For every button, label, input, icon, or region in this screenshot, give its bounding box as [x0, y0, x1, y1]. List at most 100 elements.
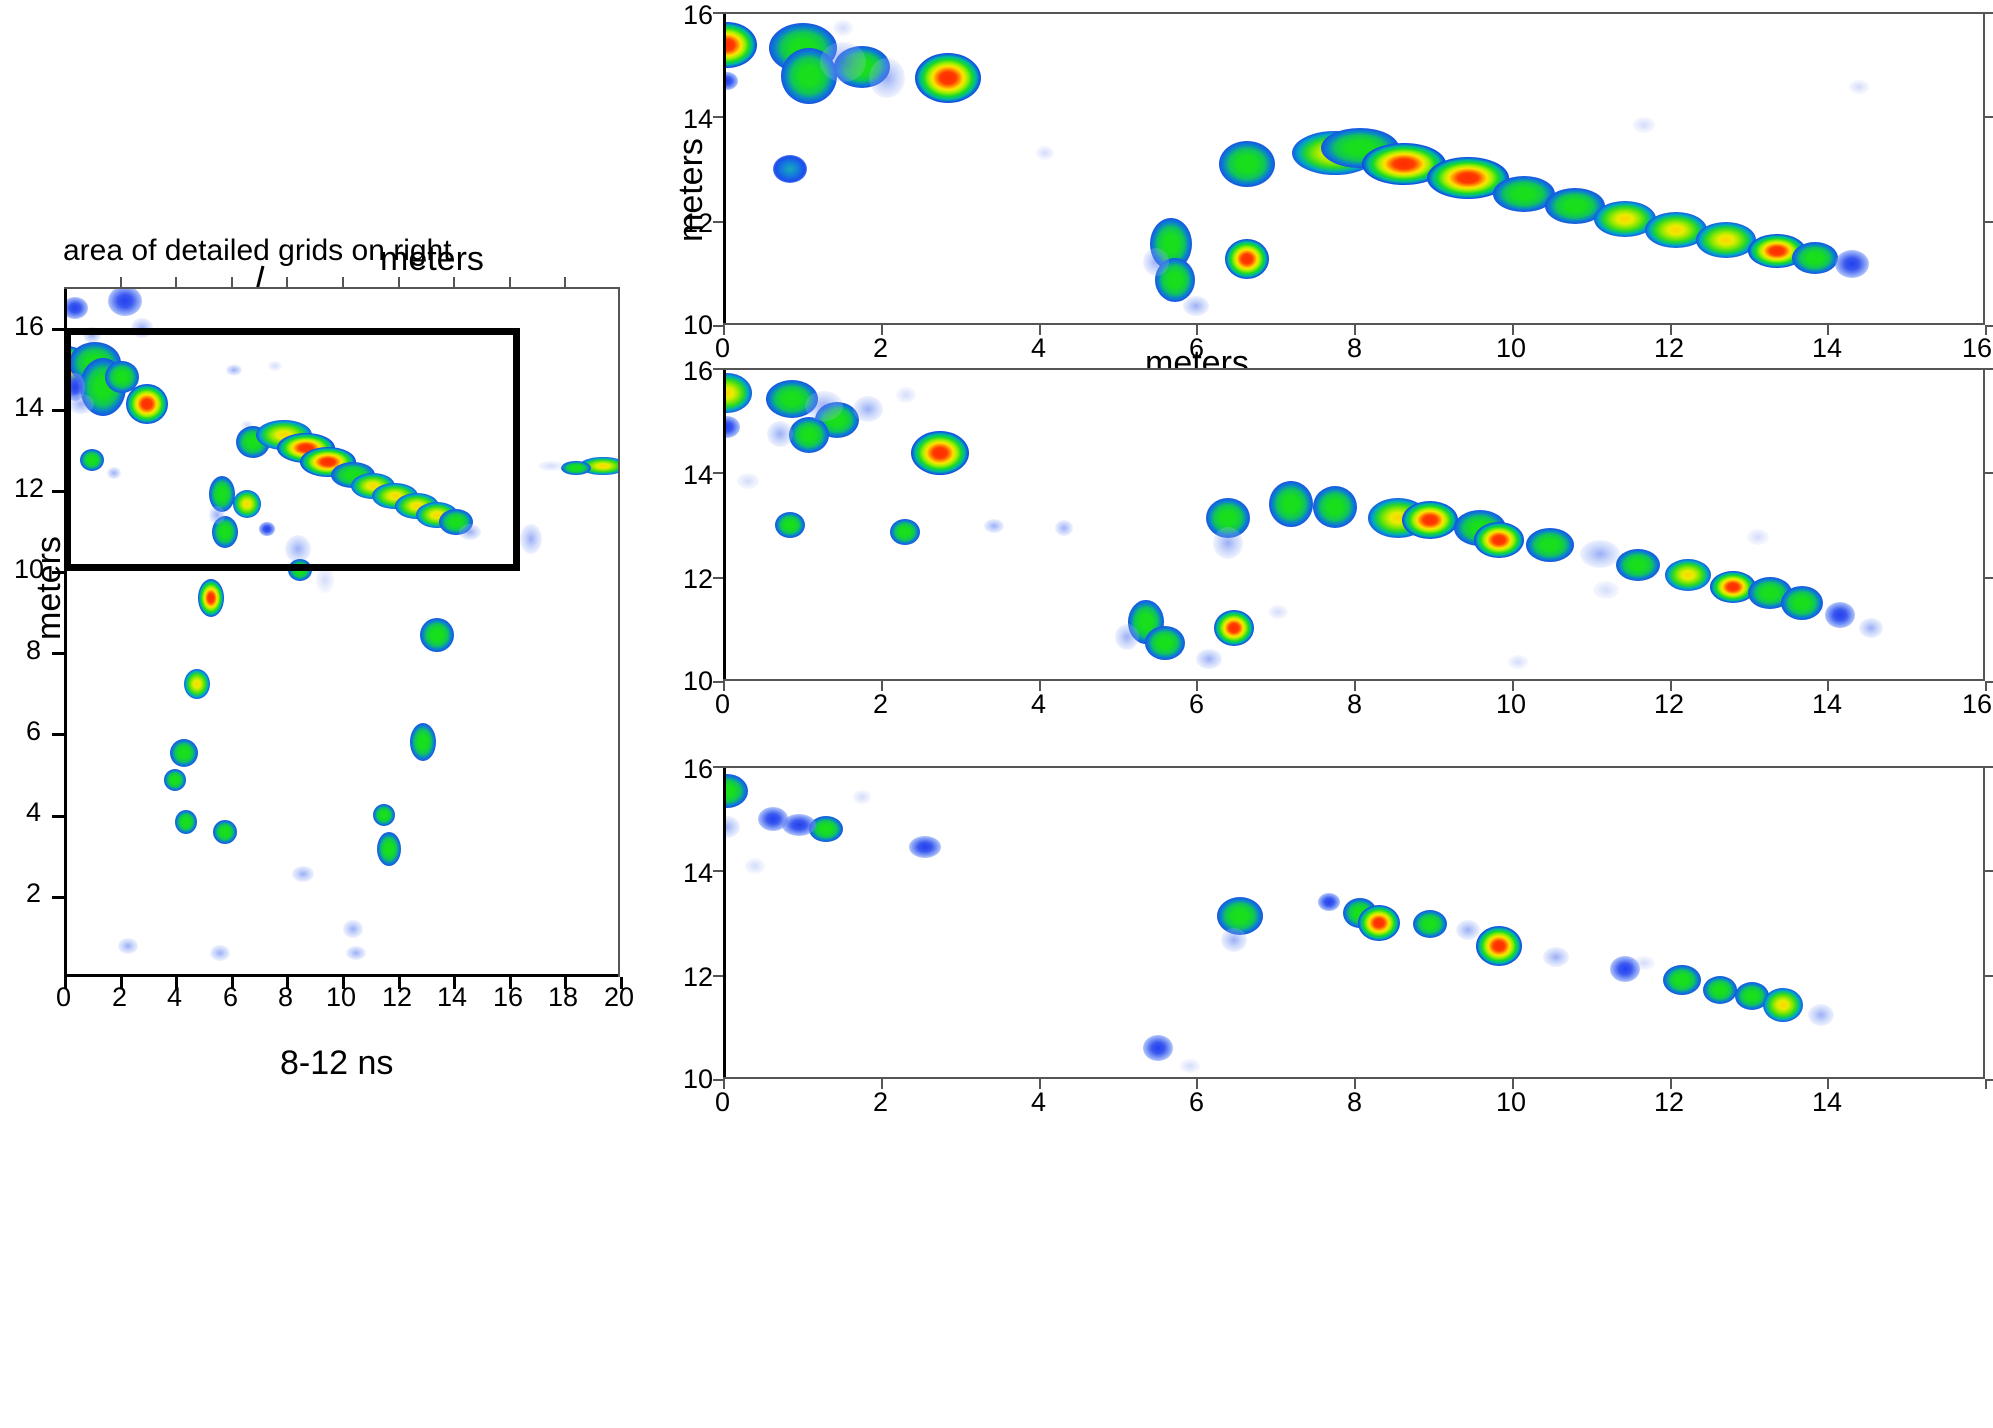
overview-ytick [52, 489, 64, 493]
panel-ytick-migrated [1985, 576, 1993, 579]
panel-amplitude-field-migrated-filtered [723, 766, 1985, 1079]
overview-amplitude-field [64, 287, 620, 977]
panel-y-axis-raw-data [723, 12, 726, 325]
overview-xtick-top [286, 277, 289, 287]
overview-xtick [119, 977, 123, 989]
panel-ytick-raw-data [713, 12, 723, 14]
panel1-xtick-label: 0 [715, 333, 731, 363]
overview-ytick [52, 733, 64, 737]
panel-xtick-migrated-filtered [723, 1079, 725, 1089]
panel-plot-raw-data [713, 12, 1993, 335]
overview-xtick-top [230, 277, 233, 287]
panel-xtick-migrated [1827, 681, 1830, 691]
panel-ytick-migrated-filtered [1985, 974, 1993, 977]
panel1-xtick-label: 2 [873, 333, 889, 363]
panel1-xtick-label: 10 [1496, 333, 1527, 363]
panel-xtick-migrated-filtered [1511, 1079, 1514, 1089]
overview-top-spine [64, 287, 620, 289]
overview-top-title: meters [380, 240, 484, 278]
panel-plot-migrated [713, 368, 1993, 691]
panel2-xtick-label: 12 [1654, 689, 1685, 719]
panel2-ytick-label: 16 [683, 356, 714, 386]
overview-xtick-label: 20 [604, 982, 635, 1012]
panel-ytick-migrated [713, 368, 723, 370]
panel-ytick-raw-data [713, 220, 723, 223]
panel-xtick-raw-data [1827, 325, 1830, 335]
panel1-xtick-label: 14 [1812, 333, 1843, 363]
panel1-xtick-label: 6 [1189, 333, 1205, 363]
overview-xtick-top [564, 277, 567, 287]
overview-xtick-label: 18 [548, 982, 579, 1012]
panel3-xtick-label: 2 [873, 1087, 889, 1117]
panel1-ytick-label: 14 [683, 104, 714, 134]
panel-ytick-migrated [1985, 368, 1993, 370]
overview-xlabel: 8-12 ns [280, 1044, 394, 1082]
panel-xtick-migrated-filtered [1827, 1079, 1830, 1089]
panel-xtick-migrated-filtered [1985, 1079, 1987, 1089]
overview-xtick [397, 977, 401, 989]
panel2-xtick-label: 10 [1496, 689, 1527, 719]
overview-xtick-top [175, 277, 178, 287]
panel-right-spine-migrated-filtered [1983, 766, 1985, 1079]
detail-area-annotation-text: area of detailed grids on right [63, 234, 452, 267]
panel-xtick-migrated-filtered [1669, 1079, 1672, 1089]
overview-ytick-label: 4 [26, 797, 42, 827]
overview-xtick-top [397, 277, 400, 287]
panel-ytick-raw-data [1985, 116, 1993, 119]
panel2-xtick-label: 16 [1962, 689, 1993, 719]
panel1-xtick-label: 4 [1031, 333, 1047, 363]
panel-xtick-raw-data [1985, 325, 1987, 335]
panel-xtick-migrated [1038, 681, 1041, 691]
overview-ytick-label: 2 [26, 878, 42, 908]
panel3-xtick-label: 10 [1496, 1087, 1527, 1117]
overview-ytick-label: 10 [14, 554, 45, 584]
panel1-xtick-label: 8 [1347, 333, 1363, 363]
overview-xtick-label: 16 [493, 982, 524, 1012]
panel2-xtick-label: 4 [1031, 689, 1047, 719]
overview-xtick-label: 10 [326, 982, 357, 1012]
panel-ytick-migrated-filtered [1985, 1079, 1993, 1081]
panel-ytick-raw-data [1985, 12, 1993, 14]
panel3-xtick-label: 6 [1189, 1087, 1205, 1117]
panel-xtick-migrated [1669, 681, 1672, 691]
panel-ytick-migrated [713, 472, 723, 475]
panel-xtick-migrated [880, 681, 883, 691]
panel-ytick-raw-data [713, 325, 723, 327]
panel-right-spine-raw-data [1983, 12, 1985, 325]
overview-ytick-label: 16 [14, 311, 45, 341]
overview-xtick-label: 12 [382, 982, 413, 1012]
panel-ytick-migrated [1985, 472, 1993, 475]
panel-xtick-migrated-filtered [1038, 1079, 1041, 1089]
overview-xtick-top [119, 277, 122, 287]
panel1-ytick-label: 10 [683, 310, 714, 340]
overview-ytick-label: 8 [26, 635, 42, 665]
overview-ytick-label: 14 [14, 392, 45, 422]
panel3-xtick-label: 8 [1347, 1087, 1363, 1117]
panel-xtick-raw-data [1038, 325, 1041, 335]
panel-xtick-migrated [1985, 681, 1987, 691]
overview-xtick [453, 977, 457, 989]
panel-top-spine-migrated-filtered [723, 766, 1985, 768]
panel-ytick-migrated-filtered [713, 870, 723, 873]
panel-ytick-migrated-filtered [1985, 870, 1993, 873]
overview-xtick [620, 977, 623, 989]
panel1-xtick-label: 16 [1962, 333, 1993, 363]
panel-xtick-raw-data [1196, 325, 1199, 335]
panel-ytick-migrated-filtered [1985, 766, 1993, 768]
panel2-ytick-label: 12 [683, 564, 714, 594]
panel-x-axis-migrated [723, 679, 1985, 681]
panel3-xtick-label: 4 [1031, 1087, 1047, 1117]
panel-amplitude-field-raw-data [723, 12, 1985, 325]
panel-xtick-raw-data [880, 325, 883, 335]
overview-xtick-label: 4 [167, 982, 183, 1012]
panel3-ytick-label: 10 [683, 1064, 714, 1094]
overview-xtick-label: 2 [112, 982, 128, 1012]
overview-ytick [52, 408, 64, 412]
panel-plot-migrated-filtered [713, 766, 1993, 1089]
panel2-ytick-label: 14 [683, 460, 714, 490]
overview-ytick [52, 571, 64, 575]
overview-xtick-top [342, 277, 344, 287]
panel-xtick-migrated-filtered [880, 1079, 883, 1089]
overview-xtick [64, 977, 67, 989]
panel-xtick-migrated-filtered [1196, 1079, 1199, 1089]
